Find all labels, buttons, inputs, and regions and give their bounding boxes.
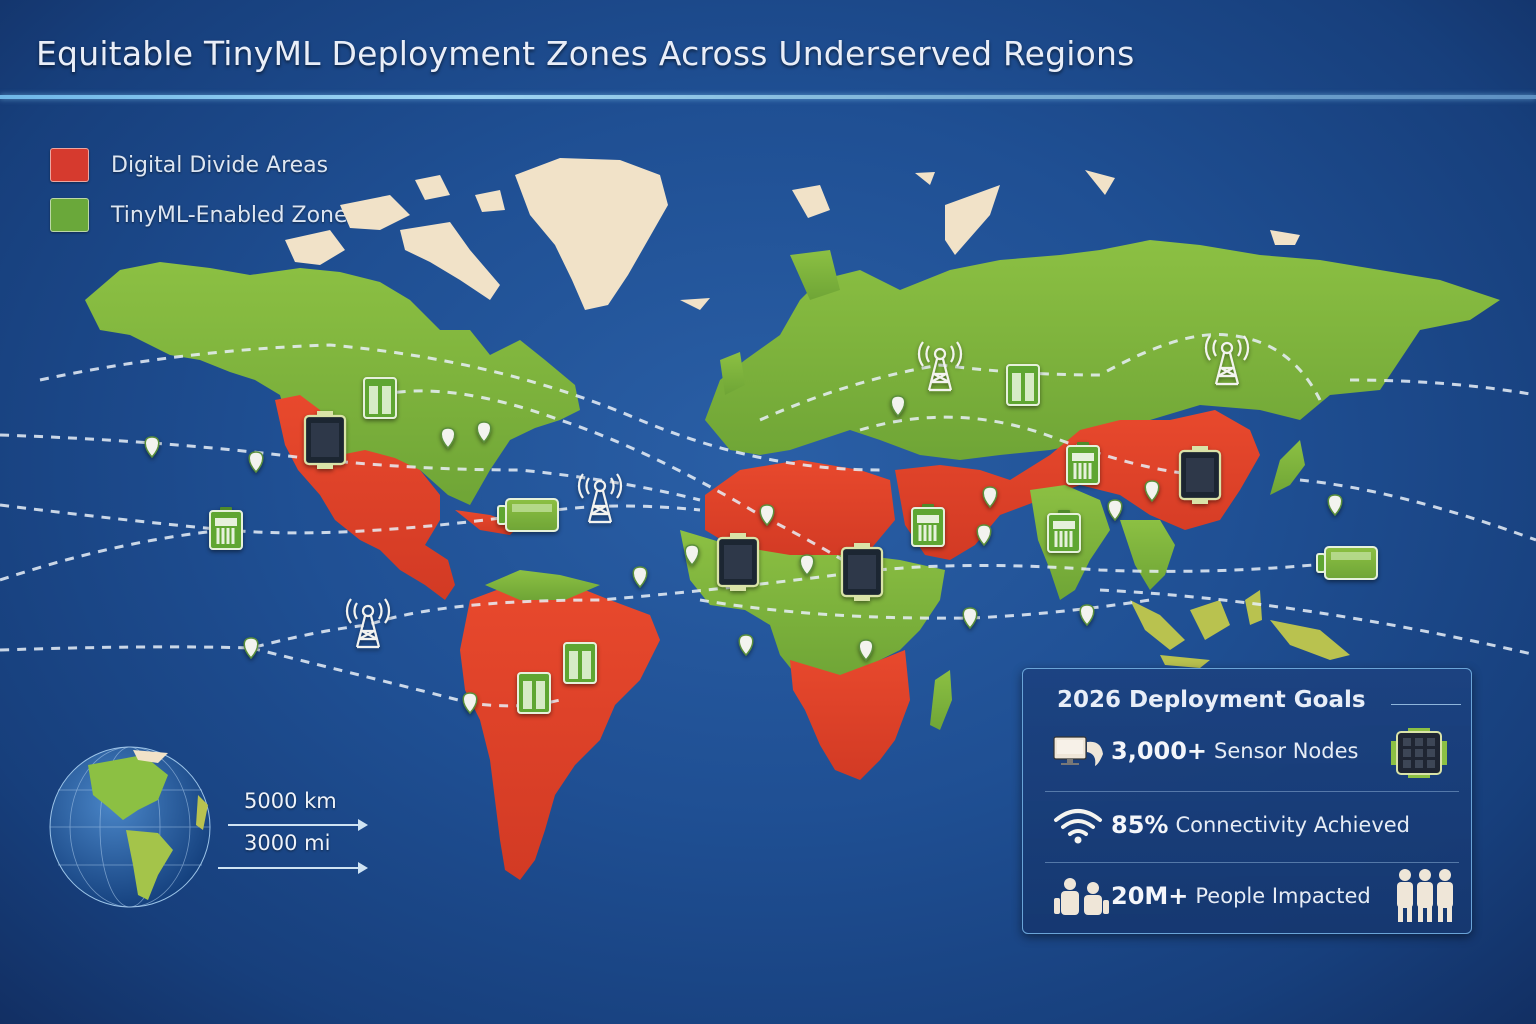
world-map (0, 158, 1536, 880)
indonesia-islands (1130, 590, 1350, 668)
microchip-icon (1388, 727, 1450, 783)
goals-title-rule (1391, 704, 1461, 705)
goal-label: Sensor Nodes (1214, 739, 1359, 763)
legend-label: TinyML-Enabled Zones (111, 202, 359, 228)
legend: Digital Divide Areas TinyML-Enabled Zone… (50, 140, 359, 240)
wifi-icon (1053, 805, 1111, 845)
goal-row-sensor-nodes: 3,000+ Sensor Nodes (1053, 721, 1453, 781)
legend-label: Digital Divide Areas (111, 152, 329, 178)
goals-divider (1045, 791, 1459, 792)
goals-divider (1045, 862, 1459, 863)
people-pair-icon (1053, 876, 1111, 916)
goal-value: 85% (1111, 811, 1169, 839)
goal-value: 3,000+ (1111, 737, 1208, 765)
goal-value: 20M+ (1111, 882, 1189, 910)
arctic-ice-landmasses (285, 158, 1300, 310)
legend-item-tinyml-enabled: TinyML-Enabled Zones (50, 190, 359, 240)
computer-icon (1053, 731, 1111, 771)
legend-swatch-red (50, 148, 89, 182)
scale-km-label: 5000 km (244, 789, 337, 813)
deployment-goals-panel: 2026 Deployment Goals 3,000+ Sensor Node… (1022, 668, 1472, 934)
goal-label: Connectivity Achieved (1175, 813, 1411, 837)
goal-label: People Impacted (1195, 884, 1371, 908)
south-america-divide (460, 580, 660, 880)
scale-km-arrow (228, 819, 368, 831)
people-group-icon (1395, 868, 1455, 928)
north-africa-divide (705, 460, 895, 560)
north-america-enabled (85, 262, 580, 505)
south-africa-divide (790, 650, 910, 780)
legend-swatch-green (50, 198, 89, 232)
goals-title: 2026 Deployment Goals (1057, 687, 1366, 713)
goal-row-connectivity: 85% Connectivity Achieved (1053, 795, 1453, 855)
scale-mi-label: 3000 mi (244, 831, 331, 855)
page-title: Equitable TinyML Deployment Zones Across… (36, 34, 1135, 73)
title-divider (0, 95, 1536, 99)
globe-icon (49, 746, 211, 908)
scale-bar: 5000 km 3000 mi (40, 745, 380, 908)
legend-item-digital-divide: Digital Divide Areas (50, 140, 359, 190)
scale-mi-arrow (218, 862, 368, 874)
goal-row-people: 20M+ People Impacted (1053, 866, 1453, 926)
